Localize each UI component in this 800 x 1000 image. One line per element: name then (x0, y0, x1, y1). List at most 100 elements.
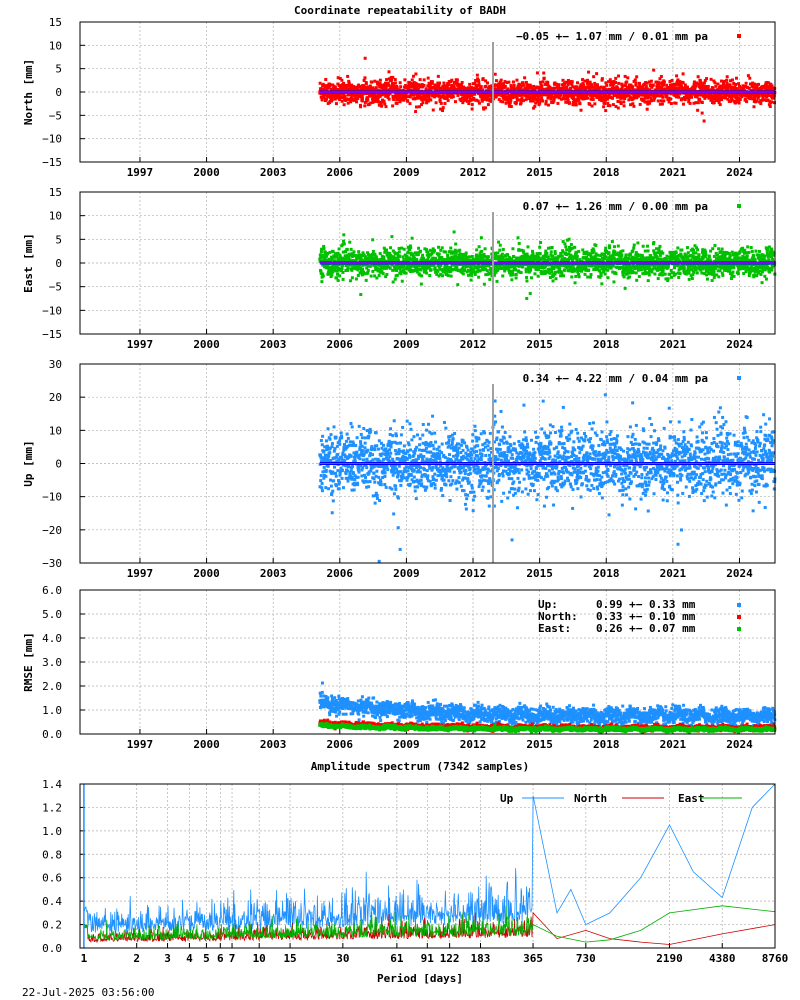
data-point (444, 250, 448, 254)
data-point (465, 99, 469, 103)
data-point (321, 272, 325, 276)
data-point (735, 94, 739, 98)
data-point (477, 83, 481, 87)
data-point (476, 256, 480, 260)
data-point (683, 83, 687, 87)
data-point (580, 267, 584, 271)
data-point (603, 272, 607, 276)
y-tick-label: −10 (42, 133, 62, 146)
data-point (708, 258, 712, 262)
data-point (471, 267, 475, 271)
y-tick-label: 10 (49, 210, 62, 223)
data-point (661, 268, 665, 272)
data-point (471, 82, 475, 86)
data-point (437, 258, 441, 262)
data-point (470, 254, 474, 258)
data-point (438, 81, 442, 85)
data-point (443, 86, 447, 90)
data-point (425, 271, 429, 275)
x-tick-label: 2000 (193, 338, 220, 351)
data-point (340, 78, 344, 82)
data-point (746, 85, 750, 89)
data-point (634, 251, 638, 255)
data-point (626, 258, 630, 262)
data-point (726, 97, 730, 101)
data-point (565, 87, 569, 91)
data-point (536, 100, 540, 104)
data-point (579, 83, 583, 87)
data-point (709, 77, 713, 81)
data-point (524, 98, 528, 102)
data-point (587, 258, 591, 262)
data-point (710, 268, 714, 272)
data-point (616, 99, 620, 103)
data-point (330, 255, 334, 259)
data-point (382, 246, 386, 250)
data-point (594, 243, 598, 247)
data-point (629, 267, 633, 271)
data-point (483, 94, 487, 98)
data-point (360, 99, 364, 103)
data-point (392, 97, 396, 101)
data-point (455, 263, 459, 267)
data-point (348, 279, 352, 283)
data-point (636, 259, 640, 263)
data-point (702, 272, 706, 276)
data-point (436, 81, 440, 85)
data-point (339, 269, 343, 273)
data-point (521, 249, 525, 253)
data-point (406, 99, 410, 103)
data-point (420, 274, 424, 278)
data-point (514, 268, 518, 272)
data-point (477, 275, 481, 279)
data-point (405, 266, 409, 270)
data-point (436, 269, 440, 273)
data-point (607, 80, 611, 84)
data-point (626, 76, 630, 80)
data-point (476, 99, 480, 103)
data-point (632, 104, 636, 108)
data-point (323, 256, 327, 260)
data-point (512, 83, 516, 87)
data-point (371, 100, 375, 104)
data-point (521, 265, 525, 269)
data-point (483, 255, 487, 259)
data-point (452, 258, 456, 262)
data-point (354, 92, 358, 96)
data-point (469, 259, 473, 263)
data-point (399, 270, 403, 274)
data-point (401, 255, 405, 259)
data-point (499, 78, 503, 82)
data-point (321, 82, 325, 86)
data-point (429, 98, 433, 102)
data-point (576, 270, 580, 274)
data-point (736, 88, 740, 92)
data-point (498, 81, 502, 85)
data-point (371, 97, 375, 101)
data-point (766, 98, 770, 102)
data-point (377, 100, 381, 104)
data-point (652, 264, 656, 268)
data-point (641, 86, 645, 90)
y-axis-label: North [mm] (22, 59, 35, 125)
data-point (511, 247, 515, 251)
data-point (578, 102, 582, 106)
data-point (478, 265, 482, 269)
data-point (501, 274, 505, 278)
x-tick-label: 2009 (393, 166, 420, 179)
data-point (425, 101, 429, 105)
data-point (603, 257, 607, 261)
data-point (528, 259, 532, 263)
data-point (659, 272, 663, 276)
y-tick-label: −10 (42, 304, 62, 317)
data-point (691, 273, 695, 277)
data-point (502, 83, 506, 87)
data-point (438, 86, 442, 90)
data-point (702, 119, 706, 123)
data-point (566, 98, 570, 102)
data-point (361, 267, 365, 271)
data-point (647, 80, 651, 84)
data-point (327, 266, 331, 270)
data-point (687, 96, 691, 100)
data-point (602, 94, 606, 98)
